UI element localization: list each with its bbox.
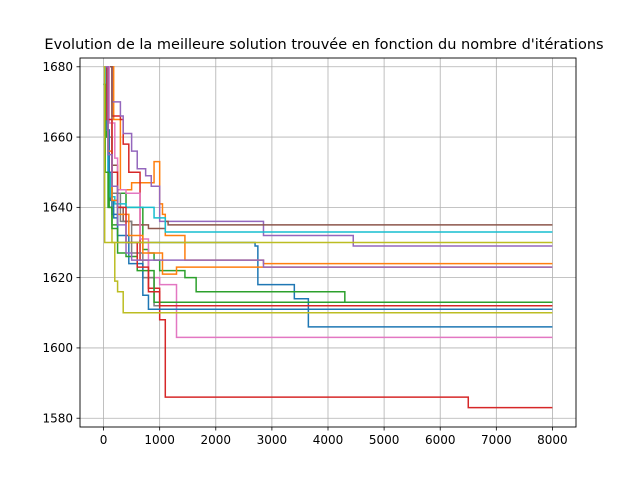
y-tick-label: 1680 bbox=[42, 60, 73, 74]
axes: 0 1000 2000 3000 4000 5000 6000 7000 8000 1580 160… bbox=[42, 60, 567, 447]
y-tick-label: 1620 bbox=[42, 271, 73, 285]
x-tick-label: 5000 bbox=[369, 433, 400, 447]
x-tick-label: 0 bbox=[100, 433, 108, 447]
chart-title: Evolution de la meilleure solution trouv… bbox=[44, 37, 603, 53]
x-tick-label: 6000 bbox=[425, 433, 456, 447]
grid-lines bbox=[80, 58, 576, 427]
x-tick-label: 2000 bbox=[201, 433, 232, 447]
x-tick-label: 8000 bbox=[537, 433, 568, 447]
series-line-2 bbox=[103, 66, 553, 265]
series-line-15 bbox=[103, 66, 553, 268]
series-lines bbox=[103, 66, 553, 409]
series-line-16 bbox=[103, 66, 553, 244]
x-tick-label: 7000 bbox=[481, 433, 512, 447]
x-tick-label: 4000 bbox=[313, 433, 344, 447]
x-tick-label: 3000 bbox=[257, 433, 288, 447]
series-line-7 bbox=[103, 66, 553, 339]
y-tick-label: 1640 bbox=[42, 201, 73, 215]
series-line-13 bbox=[103, 83, 553, 303]
series-line-5 bbox=[103, 66, 553, 247]
x-tick-label: 1000 bbox=[144, 433, 175, 447]
y-tick-label: 1600 bbox=[42, 341, 73, 355]
y-tick-label: 1660 bbox=[42, 130, 73, 144]
series-line-12 bbox=[103, 66, 553, 275]
y-tick-label: 1580 bbox=[42, 411, 73, 425]
